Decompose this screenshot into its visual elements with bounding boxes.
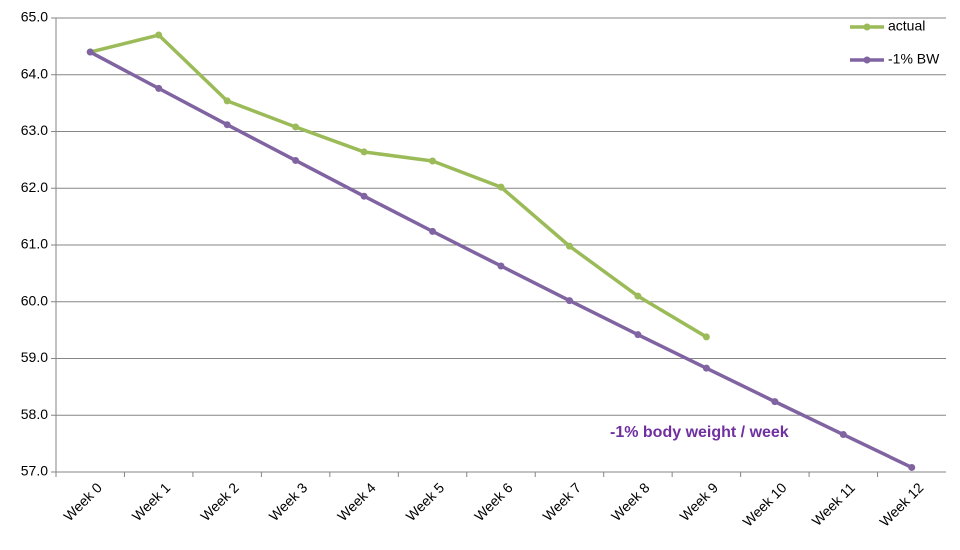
point — [634, 292, 642, 300]
y-tick-label: 60.0 — [21, 292, 48, 308]
point — [429, 227, 437, 235]
point — [771, 398, 779, 406]
y-tick-label: 61.0 — [21, 236, 48, 252]
legend-marker — [863, 56, 871, 64]
point — [839, 431, 847, 439]
point — [497, 183, 505, 191]
point — [702, 333, 710, 341]
point — [223, 97, 231, 105]
point — [360, 192, 368, 200]
point — [360, 148, 368, 156]
point — [702, 364, 710, 372]
point — [223, 121, 231, 129]
point — [155, 84, 163, 92]
point — [565, 242, 573, 250]
y-tick-label: 63.0 — [21, 122, 48, 138]
series-line — [89, 33, 708, 339]
y-tick-label: 64.0 — [21, 65, 48, 81]
point — [155, 31, 163, 39]
point — [429, 157, 437, 165]
point — [565, 297, 573, 305]
point — [908, 463, 916, 471]
point — [497, 262, 505, 270]
point — [86, 48, 94, 56]
point — [634, 331, 642, 339]
point — [292, 156, 300, 164]
annotation: -1% body weight / week — [610, 424, 789, 441]
y-tick-label: 65.0 — [21, 9, 48, 25]
y-tick-label: 57.0 — [21, 463, 48, 479]
legend-marker — [863, 23, 871, 31]
y-tick-label: 59.0 — [21, 349, 48, 365]
y-tick-label: 62.0 — [21, 179, 48, 195]
y-tick-label: 58.0 — [21, 406, 48, 422]
legend-label: -1% BW — [888, 51, 940, 67]
legend-label: actual — [888, 18, 925, 34]
point — [292, 123, 300, 131]
